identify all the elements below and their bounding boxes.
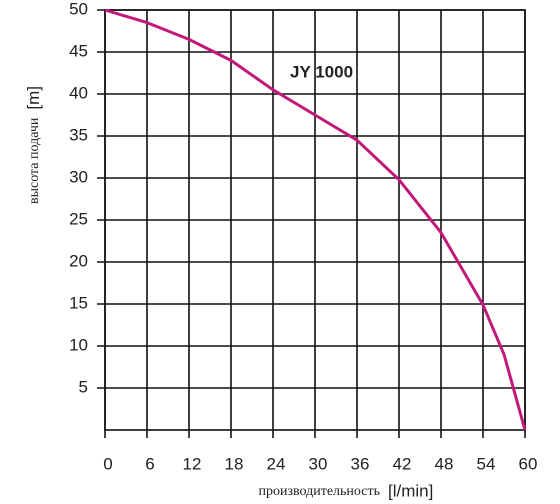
y-tick-label: 20 — [69, 251, 88, 270]
x-tick-label: 6 — [145, 454, 154, 473]
x-axis-unit: [l/min] — [388, 481, 433, 500]
y-tick-label: 45 — [69, 41, 88, 60]
series-label: JY 1000 — [290, 62, 353, 81]
x-tick-label: 60 — [519, 454, 538, 473]
x-tick-label: 54 — [477, 454, 496, 473]
data-line — [104, 8, 527, 431]
x-tick-label: 48 — [435, 454, 454, 473]
x-tick-label: 36 — [351, 454, 370, 473]
y-tick-label: 50 — [69, 0, 88, 18]
y-tick-label: 25 — [69, 209, 88, 228]
y-axis-label: высота подачи [m] — [24, 86, 43, 204]
x-tick-label: 24 — [267, 454, 286, 473]
y-tick-label: 30 — [69, 167, 88, 186]
x-tick-label: 12 — [183, 454, 202, 473]
y-tick-label: 40 — [69, 83, 88, 102]
y-axis-unit: [m] — [24, 86, 43, 110]
x-tick-label: 42 — [393, 454, 412, 473]
x-axis-label: производительность — [258, 484, 380, 499]
y-tick-label: 35 — [69, 125, 88, 144]
y-axis-title: высота подачи — [27, 117, 42, 204]
y-tick-label: 10 — [69, 335, 88, 354]
x-tick-label: 18 — [225, 454, 244, 473]
y-tick-label: 5 — [79, 377, 88, 396]
x-tick-label: 30 — [309, 454, 328, 473]
y-tick-label: 15 — [69, 293, 88, 312]
x-tick-label: 0 — [103, 454, 112, 473]
